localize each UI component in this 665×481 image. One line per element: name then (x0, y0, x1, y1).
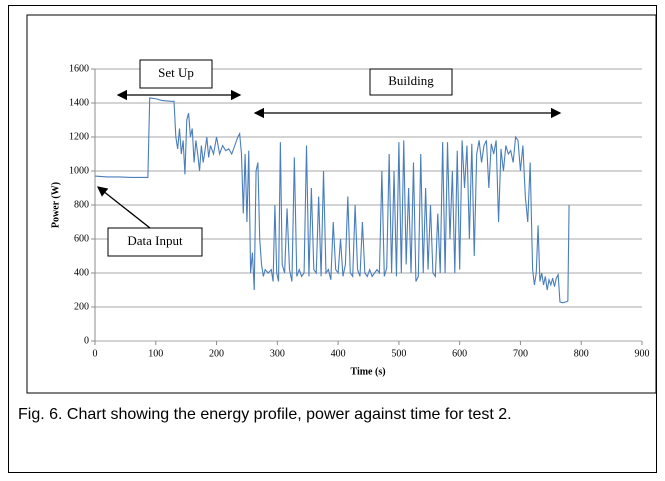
y-axis-label: Power (W) (50, 182, 61, 228)
x-tick-label: 200 (209, 348, 224, 359)
y-tick-label: 600 (74, 233, 89, 244)
x-tick-label: 0 (93, 348, 98, 359)
x-tick-label: 400 (331, 348, 346, 359)
x-tick-label: 500 (391, 348, 406, 359)
y-tick-label: 1000 (69, 165, 89, 176)
x-tick-label: 300 (270, 348, 285, 359)
y-tick-label: 1600 (69, 63, 89, 74)
y-tick-label: 0 (84, 335, 89, 346)
y-tick-label: 800 (74, 199, 89, 210)
x-tick-label: 600 (452, 348, 467, 359)
annotation: Set Up (158, 65, 194, 80)
annotation: Building (388, 73, 434, 88)
x-tick-label: 900 (635, 348, 650, 359)
caption: Fig. 6. Chart showing the energy profile… (18, 406, 512, 423)
chart-box (26, 14, 657, 394)
x-tick-label: 700 (513, 348, 528, 359)
y-tick-label: 1400 (69, 97, 89, 108)
x-tick-label: 800 (574, 348, 589, 359)
annotation-box (107, 227, 203, 257)
y-tick-label: 400 (74, 267, 89, 278)
annotation: Data Input (127, 233, 183, 248)
annotation-box (139, 59, 213, 89)
x-axis-label: Time (s) (350, 366, 385, 377)
y-tick-label: 200 (74, 301, 89, 312)
x-tick-label: 100 (148, 348, 163, 359)
annotation-box (369, 68, 453, 96)
arrow (96, 186, 151, 229)
data-line (94, 97, 570, 304)
y-tick-label: 1200 (69, 131, 89, 142)
